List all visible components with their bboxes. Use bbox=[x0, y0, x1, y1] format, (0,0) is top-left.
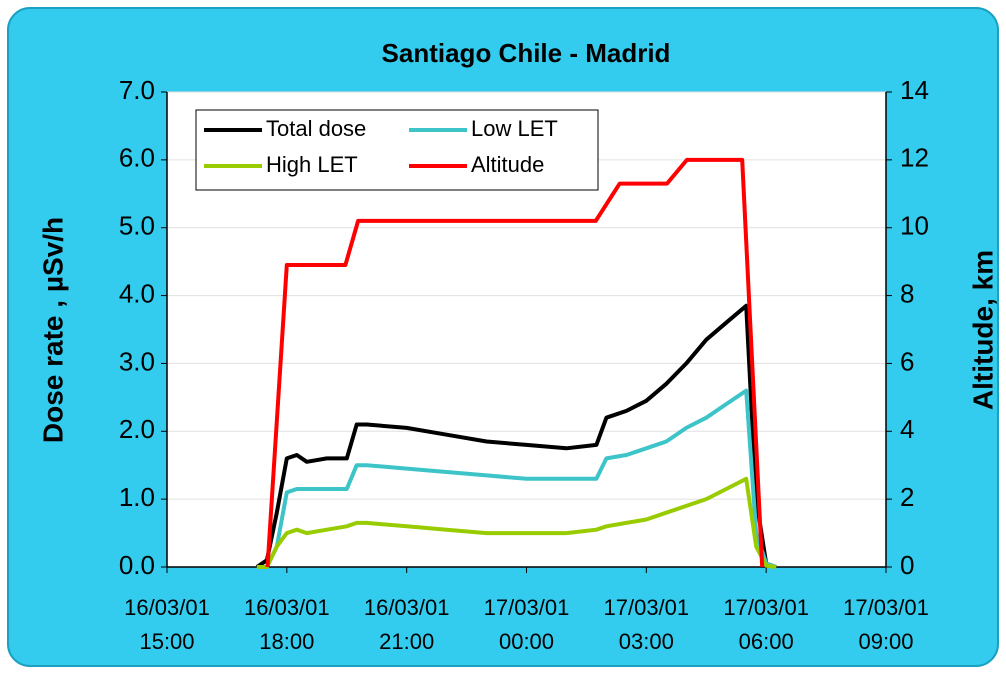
series-line bbox=[265, 157, 765, 568]
y-tick-label: 7.0 bbox=[119, 75, 155, 105]
legend-label: High LET bbox=[266, 152, 358, 177]
x-tick-label: 16/03/01 21:00 bbox=[364, 595, 450, 654]
y2-tick-label: 10 bbox=[900, 211, 929, 241]
legend-label: Altitude bbox=[471, 152, 544, 177]
y2-tick-label: 14 bbox=[900, 75, 929, 105]
y-tick-label: 3.0 bbox=[119, 346, 155, 376]
legend-label: Low LET bbox=[471, 116, 558, 141]
x-tick-label: 17/03/01 09:00 bbox=[843, 595, 929, 654]
legend-box bbox=[195, 109, 599, 191]
x-tick-label: 17/03/01 03:00 bbox=[604, 595, 690, 654]
legend-label: Total dose bbox=[266, 116, 366, 141]
x-tick-label: 16/03/01 15:00 bbox=[124, 595, 210, 654]
y-axis-label: Dose rate , µSv/h bbox=[37, 217, 68, 443]
y2-axis-label: Altitude, km bbox=[967, 250, 998, 410]
y-tick-label: 2.0 bbox=[119, 414, 155, 444]
y2-tick-label: 2 bbox=[900, 482, 914, 512]
y-tick-label: 5.0 bbox=[119, 211, 155, 241]
series-line bbox=[255, 303, 777, 569]
y-tick-label: 4.0 bbox=[119, 278, 155, 308]
y2-tick-label: 6 bbox=[900, 346, 914, 376]
y-tick-label: 6.0 bbox=[119, 143, 155, 173]
chart-title: Santiago Chile - Madrid bbox=[382, 38, 671, 68]
x-tick-label: 16/03/01 18:00 bbox=[244, 595, 330, 654]
x-tick-label: 17/03/01 00:00 bbox=[484, 595, 570, 654]
y2-tick-label: 0 bbox=[900, 550, 914, 580]
series-line bbox=[256, 388, 777, 569]
y2-tick-label: 4 bbox=[900, 414, 914, 444]
y2-tick-label: 12 bbox=[900, 143, 929, 173]
series-line bbox=[256, 476, 777, 569]
x-tick-label: 17/03/01 06:00 bbox=[723, 595, 809, 654]
y-tick-label: 0.0 bbox=[119, 550, 155, 580]
y2-tick-label: 8 bbox=[900, 278, 914, 308]
y-tick-label: 1.0 bbox=[119, 482, 155, 512]
